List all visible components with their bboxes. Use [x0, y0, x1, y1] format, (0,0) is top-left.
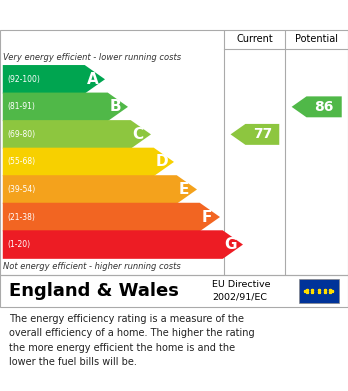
Text: (21-38): (21-38)	[7, 213, 35, 222]
Text: G: G	[224, 237, 237, 252]
Polygon shape	[230, 124, 279, 145]
Polygon shape	[3, 230, 243, 259]
Text: Not energy efficient - higher running costs: Not energy efficient - higher running co…	[3, 262, 181, 271]
Text: E: E	[179, 182, 189, 197]
Text: England & Wales: England & Wales	[9, 282, 179, 300]
Polygon shape	[292, 96, 342, 117]
Polygon shape	[3, 203, 220, 231]
Polygon shape	[3, 120, 151, 149]
Text: D: D	[156, 154, 168, 169]
Bar	[299, 279, 339, 303]
Text: The energy efficiency rating is a measure of the
overall efficiency of a home. T: The energy efficiency rating is a measur…	[9, 314, 254, 367]
Text: EU Directive
2002/91/EC: EU Directive 2002/91/EC	[212, 280, 271, 302]
Text: (55-68): (55-68)	[7, 158, 35, 167]
Text: (39-54): (39-54)	[7, 185, 35, 194]
Text: A: A	[86, 72, 98, 87]
Text: (1-20): (1-20)	[7, 240, 30, 249]
Polygon shape	[3, 175, 197, 204]
Text: (69-80): (69-80)	[7, 130, 35, 139]
Text: Current: Current	[237, 34, 273, 45]
Text: Potential: Potential	[295, 34, 338, 45]
Text: B: B	[110, 99, 121, 114]
Polygon shape	[3, 148, 174, 176]
Text: 77: 77	[253, 127, 272, 142]
Text: Energy Efficiency Rating: Energy Efficiency Rating	[9, 7, 230, 23]
Polygon shape	[3, 93, 128, 121]
Text: (81-91): (81-91)	[7, 102, 35, 111]
Text: Very energy efficient - lower running costs: Very energy efficient - lower running co…	[3, 53, 182, 62]
Text: (92-100): (92-100)	[7, 75, 40, 84]
Text: F: F	[201, 210, 212, 224]
Polygon shape	[3, 65, 105, 93]
Text: 86: 86	[315, 100, 334, 114]
Text: C: C	[133, 127, 144, 142]
